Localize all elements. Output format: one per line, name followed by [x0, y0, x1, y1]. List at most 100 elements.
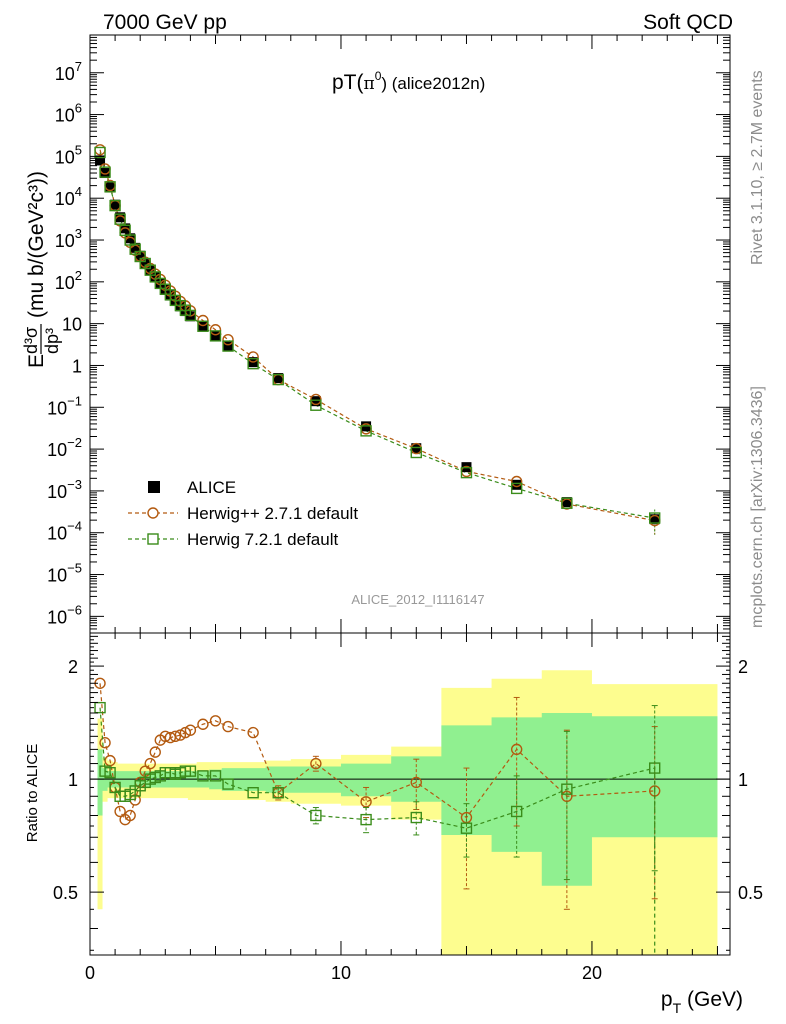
ratio-point-herwigpp — [310, 757, 322, 770]
main-point-herwig7 — [99, 166, 111, 178]
legend-marker-herwig7 — [147, 533, 159, 545]
ratio-y-tick-label: 0.5 — [53, 883, 78, 903]
main-point-alice — [95, 155, 106, 166]
main-plot-panel: 10−6 10−5 10−4 10−3 10−2 10−1 1 10 102 103 104 105 1… — [47, 34, 731, 634]
ratio-point-herwigpp — [184, 724, 197, 736]
main-point-herwig7 — [104, 181, 116, 193]
y-axis-label-unit: (mu b/(GeV²c³)) — [25, 171, 48, 318]
plot-title-sup: 0 — [375, 69, 382, 83]
ratio-point-herwig7 — [272, 786, 284, 799]
y-axis-label-denominator: dp³ — [42, 328, 62, 354]
main-line-herwigpp — [99, 149, 655, 522]
main-point-herwig7 — [109, 199, 121, 212]
main-point-alice — [145, 265, 156, 276]
y-tick-label: 104 — [55, 184, 82, 209]
y-axis-label-numerator: d³σ — [21, 327, 41, 354]
main-point-alice — [310, 396, 321, 407]
main-point-alice — [125, 233, 136, 244]
plot-title-tail: ) (alice2012n) — [381, 74, 485, 93]
main-point-alice — [197, 321, 208, 332]
main-point-alice — [273, 373, 284, 384]
main-point-alice — [105, 182, 116, 193]
y-tick-label: 107 — [55, 59, 82, 84]
main-point-herwig7 — [310, 399, 322, 411]
ratio-point-herwigpp — [410, 776, 422, 789]
ratio-point-herwigpp — [124, 809, 136, 822]
main-point-alice — [140, 258, 151, 269]
main-point-alice — [561, 497, 572, 508]
ratio-point-herwigpp — [99, 737, 111, 749]
ratio-axis-label: Ratio to ALICE — [24, 744, 41, 842]
ratio-point-herwigpp — [510, 743, 523, 756]
plot-title: pT(π0) (alice2012n) — [332, 69, 485, 94]
main-point-herwig7 — [114, 213, 126, 225]
main-point-herwigpp — [209, 324, 222, 336]
ratio-point-herwig7 — [310, 809, 322, 822]
ratio-point-herwig7 — [94, 701, 106, 714]
plot-title-particle: π — [364, 74, 375, 94]
main-point-alice — [210, 331, 221, 342]
main-point-alice — [130, 242, 141, 253]
analysis-tag: ALICE_2012_I1116147 — [351, 592, 484, 607]
y-tick-label: 10−2 — [47, 435, 82, 460]
main-point-herwig7 — [197, 320, 209, 332]
main-point-alice — [100, 168, 111, 179]
ratio-point-herwig7 — [510, 805, 523, 818]
plot-title-main: pT( — [332, 71, 364, 94]
y-tick-label: 105 — [55, 142, 82, 167]
ratio-y-tick-label-right: 0.5 — [738, 883, 763, 903]
legend-label-herwig7: Herwig 7.2.1 default — [187, 530, 338, 549]
ratio-point-herwig7 — [247, 786, 259, 799]
main-point-herwig7 — [649, 512, 661, 524]
main-axes: 10−6 10−5 10−4 10−3 10−2 10−1 1 10 102 103 104 105 1… — [47, 34, 730, 634]
y-tick-label: 103 — [55, 226, 82, 251]
ratio-line-herwig7 — [99, 707, 656, 955]
ratio-frame — [89, 632, 731, 956]
ratio-point-herwigpp — [247, 726, 259, 739]
main-point-herwigpp — [222, 333, 234, 346]
main-point-alice — [223, 340, 234, 351]
y-tick-label: 10−4 — [47, 519, 82, 544]
x-tick-label: 0 — [85, 963, 95, 983]
ratio-point-herwigpp — [114, 805, 126, 818]
main-point-herwig7 — [222, 340, 234, 352]
ratio-point-herwig7 — [184, 765, 197, 777]
main-plot-layer — [94, 144, 661, 535]
main-point-alice — [511, 479, 522, 490]
ratio-point-herwig7 — [222, 778, 234, 790]
ratio-point-herwig7 — [460, 822, 473, 834]
ratio-y-tick-label: 1 — [68, 770, 78, 790]
ratio-point-herwigpp — [197, 718, 209, 730]
ratio-point-herwig7 — [104, 767, 116, 779]
source-label: mcplots.cern.ch [arXiv:1306.3436] — [749, 386, 766, 628]
rivet-version-label: Rivet 3.1.10, ≥ 2.7M events — [749, 70, 766, 265]
y-tick-label: 10 — [62, 315, 82, 335]
y-axis-label-E: E — [25, 354, 48, 368]
ratio-point-herwig7 — [410, 811, 422, 824]
ratio-point-herwigpp — [561, 790, 573, 802]
main-point-alice — [649, 514, 660, 525]
ratio-axes: 0 10 20 0.5 0.5 1 1 2 2 — [53, 633, 763, 983]
legend-marker-herwigpp — [147, 507, 159, 519]
main-point-herwigpp — [310, 393, 322, 406]
ratio-point-herwig7 — [197, 770, 209, 782]
ratio-band-stat — [97, 712, 718, 886]
ratio-y-tick-label-right: 1 — [738, 770, 748, 790]
y-tick-label: 10−1 — [47, 393, 82, 418]
main-point-herwig7 — [561, 497, 573, 509]
y-tick-label: 10−6 — [47, 602, 82, 627]
x-tick-label: 10 — [331, 963, 351, 983]
x-axis-label-sub: T — [673, 1000, 682, 1016]
main-point-herwig7 — [184, 309, 197, 322]
legend: ALICE Herwig++ 2.7.1 default Herwig 7.2.1 … — [128, 478, 358, 549]
ratio-point-herwigpp — [149, 746, 161, 758]
header-category-label: Soft QCD — [643, 11, 733, 34]
y-tick-label: 1 — [72, 356, 82, 376]
ratio-point-herwigpp — [209, 715, 222, 727]
ratio-y-tick-label: 2 — [68, 657, 78, 677]
ratio-point-herwigpp — [169, 730, 182, 743]
ratio-point-herwigpp — [360, 796, 372, 808]
main-point-alice — [135, 250, 146, 261]
main-point-alice — [115, 212, 126, 223]
ratio-point-herwigpp — [144, 757, 156, 770]
